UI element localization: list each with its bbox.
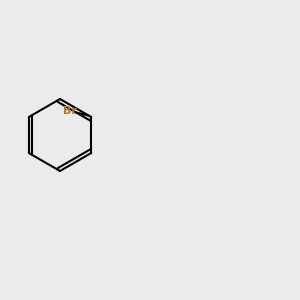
Text: Br: Br <box>63 106 77 116</box>
